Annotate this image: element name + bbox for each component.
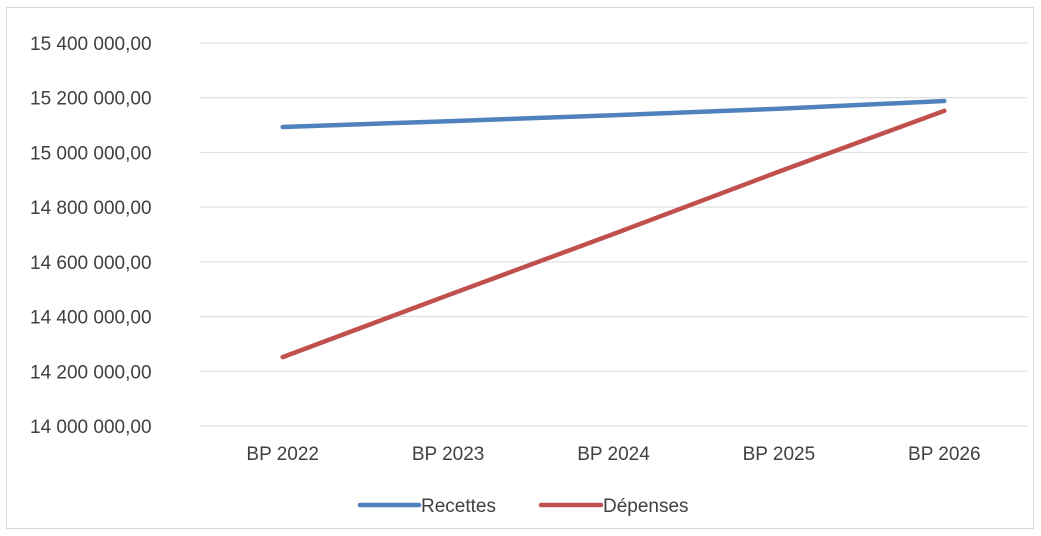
x-tick-label: BP 2024	[577, 444, 650, 465]
y-tick-label: 14 000 000,00	[30, 417, 152, 438]
legend-label: Dépenses	[603, 496, 689, 517]
y-tick-label: 15 200 000,00	[30, 89, 152, 110]
x-tick-label: BP 2026	[908, 444, 981, 465]
x-axis-tick-labels: BP 2022 BP 2023 BP 2024 BP 2025 BP 2026	[246, 444, 980, 465]
series-line-2	[280, 108, 947, 360]
series-line-1	[280, 98, 947, 130]
y-tick-label: 15 400 000,00	[30, 34, 152, 55]
legend: Recettes Dépenses	[357, 496, 689, 517]
y-tick-label: 14 400 000,00	[30, 308, 152, 329]
gridlines	[200, 42, 1027, 427]
y-axis-tick-labels: 14 000 000,00 14 200 000,00 14 400 000,00 1…	[30, 34, 152, 438]
y-tick-label: 14 200 000,00	[30, 362, 152, 383]
x-tick-label: BP 2023	[412, 444, 485, 465]
x-tick-label: BP 2022	[246, 444, 319, 465]
y-tick-label: 14 600 000,00	[30, 253, 152, 274]
y-tick-label: 14 800 000,00	[30, 198, 152, 219]
y-tick-label: 15 000 000,00	[30, 143, 152, 164]
x-tick-label: BP 2025	[743, 444, 816, 465]
series-lines	[280, 98, 947, 360]
legend-label: Recettes	[421, 496, 496, 517]
